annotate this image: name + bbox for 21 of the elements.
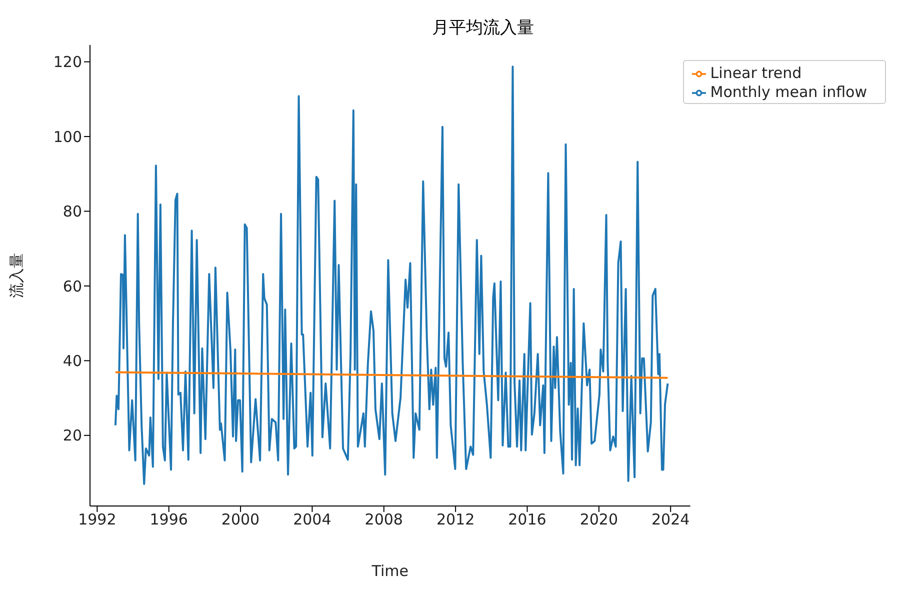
- x-tick-label: 2004: [293, 510, 332, 529]
- legend-label: Monthly mean inflow: [710, 83, 867, 101]
- y-axis-title: 流入量: [7, 253, 26, 298]
- x-tick-label: 2024: [651, 510, 690, 529]
- x-tick-label: 2000: [221, 510, 260, 529]
- x-tick-label: 2016: [508, 510, 546, 529]
- x-tick-label: 2008: [364, 510, 403, 529]
- x-axis-title: Time: [370, 562, 409, 580]
- chart-title: 月平均流入量: [431, 17, 535, 39]
- y-tick-label: 40: [62, 352, 82, 370]
- y-tick-label: 80: [62, 202, 82, 221]
- y-tick-label: 120: [53, 53, 82, 72]
- x-tick-label: 1996: [150, 510, 188, 529]
- x-tick-label: 1992: [78, 510, 116, 529]
- y-tick-label: 100: [53, 128, 82, 146]
- line-series: [114, 66, 669, 485]
- x-tick-label: 2012: [436, 510, 475, 529]
- x-tick-label: 2020: [580, 510, 618, 529]
- y-tick-label: 20: [62, 426, 82, 445]
- y-tick-label: 60: [62, 277, 82, 296]
- legend-label: Linear trend: [710, 64, 802, 82]
